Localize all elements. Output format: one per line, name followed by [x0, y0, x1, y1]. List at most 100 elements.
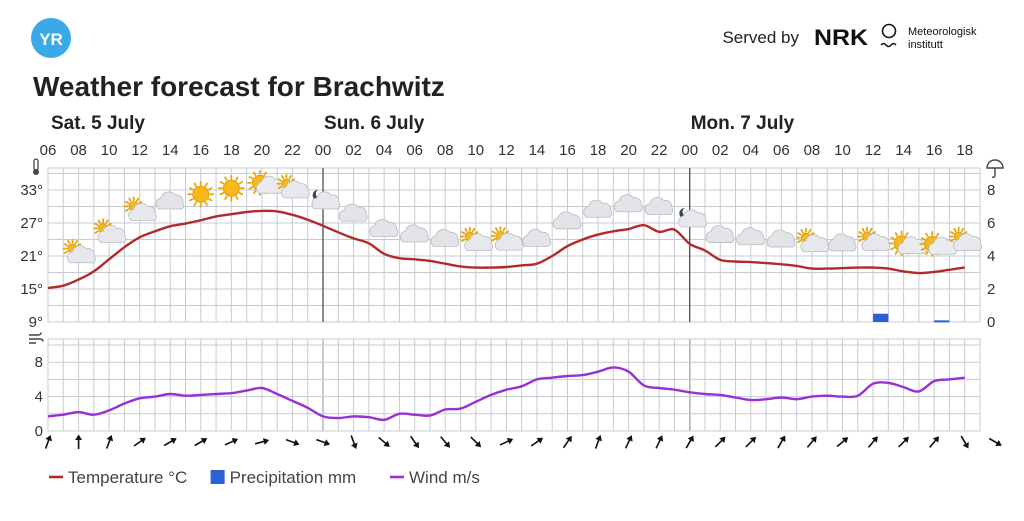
- sun-ray: [288, 175, 292, 180]
- sun-ray: [950, 231, 955, 235]
- cloud-shape: [67, 245, 96, 264]
- sun-ray: [189, 198, 194, 202]
- cloud-icon: [155, 191, 185, 210]
- arrow-head: [749, 436, 757, 444]
- cloud-shape: [678, 209, 707, 228]
- cloud-icon: [827, 233, 857, 252]
- legend-label: Precipitation mm: [230, 468, 357, 487]
- hour-tick-labels: 06 08 10 12 14 16 18 20 22 00 02 04 06 08 10 12 14 16 18 20…: [40, 142, 973, 159]
- sun-ray: [797, 232, 802, 236]
- nrk-logo[interactable]: NRK: [814, 25, 868, 50]
- day-label: Mon. 7 July: [691, 113, 795, 134]
- sun-ray: [67, 239, 71, 245]
- cloud-shape: [311, 191, 341, 210]
- sun-ray: [461, 238, 466, 242]
- arrow-head: [383, 440, 390, 447]
- cloud-shape: [705, 225, 735, 243]
- cloud-shape: [736, 227, 765, 246]
- hour-tick-label: 02: [345, 142, 362, 159]
- wind-direction-arrows: [44, 434, 1002, 450]
- wind-direction-arrow: [929, 436, 940, 448]
- hour-tick-label: 04: [376, 142, 393, 159]
- arrow-head: [139, 437, 146, 444]
- legend-label: Wind m/s: [409, 468, 480, 487]
- sun-ray: [935, 232, 940, 238]
- cloud-icon: [522, 229, 551, 247]
- wind-direction-arrow: [530, 437, 544, 447]
- sun-icon: [217, 174, 245, 202]
- wind-direction-arrow: [499, 437, 514, 446]
- met-logo-line1: Meteorologisk: [908, 26, 977, 38]
- sun-ray: [474, 231, 479, 235]
- arrow-head: [687, 435, 694, 443]
- sun-ray: [74, 239, 78, 245]
- met-logo[interactable]: Meteorologisk institutt: [880, 23, 977, 52]
- yr-logo[interactable]: YR: [31, 18, 71, 58]
- partly-cloudy-day-icon: [490, 226, 524, 251]
- sun-ray: [858, 231, 863, 235]
- sun-ray: [263, 171, 267, 177]
- sun-ray: [248, 186, 254, 190]
- cloud-shape: [464, 233, 493, 252]
- wind-direction-arrow: [378, 436, 390, 447]
- met-logo-icon: [881, 23, 897, 39]
- sun-ray: [94, 230, 99, 234]
- sun-ray: [281, 175, 285, 180]
- wind-direction-arrow: [440, 436, 451, 448]
- cloud-shape: [338, 203, 368, 222]
- arrow-head: [200, 437, 208, 445]
- served-by-text: Served by: [722, 28, 799, 47]
- fair-day-icon: [247, 169, 285, 196]
- arrow-head: [995, 439, 1002, 447]
- precipitation-tick-label: 6: [987, 215, 995, 232]
- sun-ray: [235, 176, 239, 181]
- sun-ray: [124, 208, 130, 212]
- sun-ray: [277, 185, 283, 190]
- precipitation-bars: [873, 313, 950, 323]
- sun-ray: [253, 189, 257, 195]
- hour-tick-label: 06: [773, 142, 790, 159]
- wind-direction-arrow: [285, 438, 300, 446]
- arrow-head: [443, 441, 451, 448]
- wind-direction-arrow: [316, 438, 331, 446]
- cloud-icon: [338, 203, 368, 222]
- sun-ray: [204, 201, 208, 206]
- cloud-icon: [705, 225, 735, 243]
- hour-tick-label: 08: [804, 142, 821, 159]
- wind-direction-arrow: [350, 435, 358, 450]
- arrow-head: [871, 436, 878, 443]
- wind-series: [47, 366, 965, 422]
- cloud-icon: [400, 224, 429, 243]
- sun-ray: [894, 250, 899, 255]
- partly-cloudy-day-icon: [948, 226, 982, 252]
- sun-ray: [894, 232, 899, 237]
- sun-ray: [494, 227, 499, 232]
- sun-ray: [890, 246, 895, 251]
- wind-tick-label: 8: [35, 354, 43, 371]
- sun-ray: [808, 228, 812, 234]
- sun-ray: [277, 178, 283, 182]
- cloud-shape: [827, 233, 857, 252]
- arrow-head: [412, 441, 420, 449]
- sun-ray: [63, 250, 69, 255]
- arrow-head: [810, 436, 817, 443]
- sun-ray: [502, 227, 506, 232]
- sun-ray: [94, 222, 99, 227]
- hour-tick-label: 02: [712, 142, 729, 159]
- arrow-head: [262, 438, 270, 445]
- sun-disc: [222, 179, 240, 197]
- cloud-shape: [613, 194, 643, 213]
- hour-tick-label: 18: [590, 142, 607, 159]
- sun-ray: [128, 197, 132, 203]
- sun-ray: [800, 228, 804, 234]
- cloud-icon: [430, 229, 460, 247]
- wind-direction-arrow: [745, 436, 757, 448]
- cloud-shape: [766, 229, 796, 248]
- sun-ray: [960, 227, 965, 233]
- arrow-head: [474, 440, 482, 448]
- cloud-shape: [97, 225, 127, 243]
- hour-tick-label: 16: [192, 142, 209, 159]
- wind-direction-arrow: [194, 437, 208, 447]
- hour-tick-label: 06: [406, 142, 423, 159]
